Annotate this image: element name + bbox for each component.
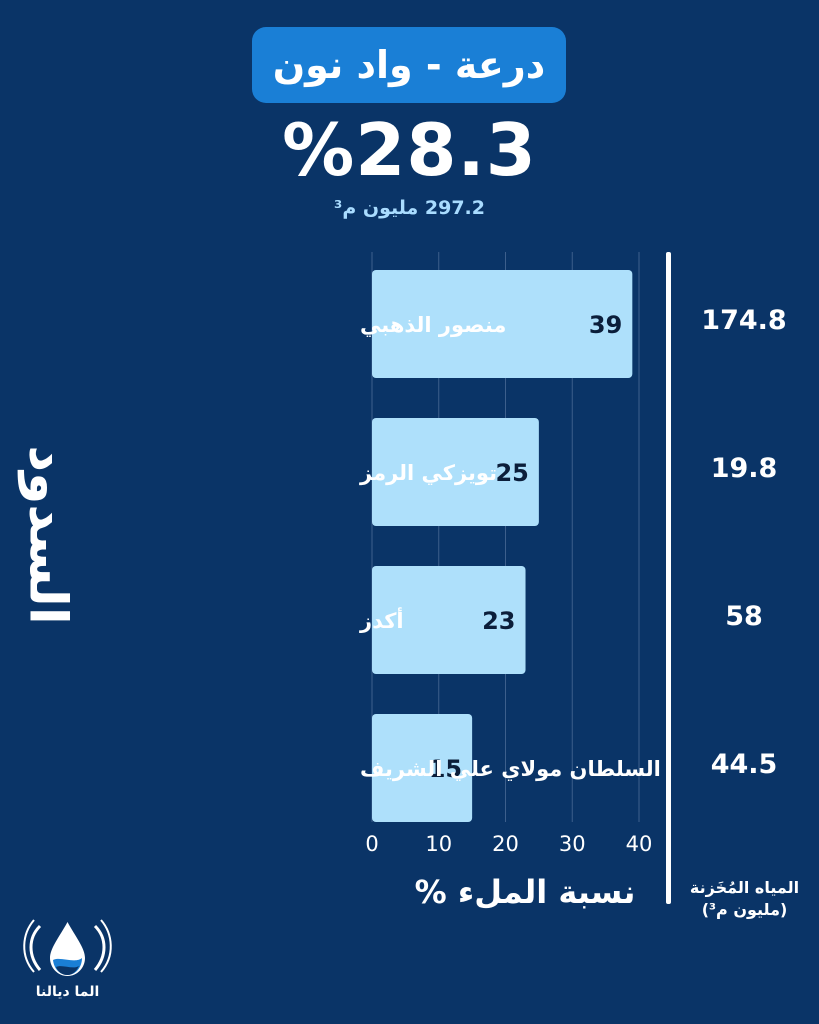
bar-1	[372, 418, 539, 526]
bar-3	[372, 714, 473, 822]
water-drop-hands-icon	[23, 919, 112, 976]
bar-value-label-1: 25	[495, 459, 528, 487]
bar-value-label-0: 39	[589, 311, 622, 339]
overall-stored-volume: 297.2 مليون م³	[334, 197, 485, 219]
category-label-0: منصور الذهبي	[360, 313, 506, 337]
stored-water-label-line2: (مليون م³)	[701, 900, 788, 919]
stored-value-1: 19.8	[710, 453, 778, 484]
x-tick-label-10: 10	[425, 832, 452, 856]
bar-2	[372, 566, 526, 674]
region-title: درعة - واد نون	[252, 27, 566, 103]
bar-value-label-2: 23	[482, 607, 515, 635]
category-label-2: أكدز	[359, 606, 404, 633]
x-tick-label-40: 40	[626, 832, 653, 856]
x-axis-title: نسبة الملء %	[414, 873, 636, 911]
x-tick-label-20: 20	[492, 832, 519, 856]
x-tick-label-30: 30	[559, 832, 586, 856]
bar-value-label-3: 15	[429, 755, 462, 783]
logo: الما ديالنا	[20, 912, 115, 1012]
stored-value-0: 174.8	[701, 305, 787, 336]
logo-text: الما ديالنا	[35, 984, 100, 1000]
category-label-3: السلطان مولاي علي الشريف	[360, 757, 661, 782]
x-tick-label-0: 0	[365, 832, 378, 856]
category-label-1: تويزكي الرمز	[359, 461, 497, 485]
bar-0	[372, 270, 633, 378]
column-divider	[666, 252, 671, 904]
stored-water-label-line1: المياه المُخَزنة	[689, 878, 800, 897]
stored-water-label: المياه المُخَزنة (مليون م³)	[672, 877, 817, 921]
overall-fill-percent: %28.3	[282, 108, 537, 192]
stored-value-3: 44.5	[710, 749, 778, 780]
stored-value-2: 58	[725, 601, 763, 632]
